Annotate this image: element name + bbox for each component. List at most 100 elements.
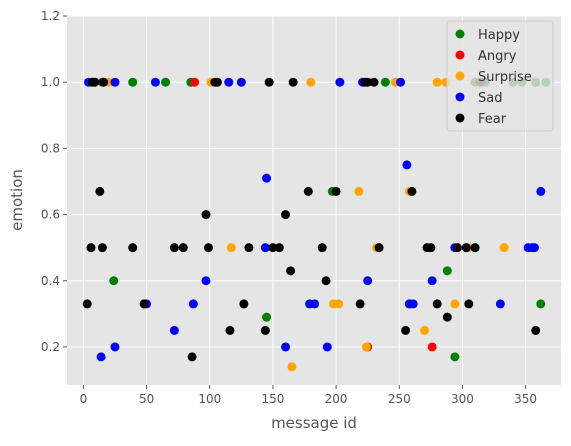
fear-point xyxy=(407,186,417,196)
fear-point xyxy=(264,77,274,87)
fear-point xyxy=(317,243,327,253)
fear-point xyxy=(268,243,278,253)
sad-point xyxy=(224,77,234,87)
surprise-point xyxy=(306,77,316,87)
fear-point xyxy=(204,243,214,253)
sad-point xyxy=(150,77,160,87)
fear-point xyxy=(82,299,92,309)
y-tick-label: 0.8 xyxy=(41,141,60,155)
sad-point xyxy=(169,325,179,335)
happy-point xyxy=(442,266,452,276)
sad-point xyxy=(495,299,505,309)
y-tick-label: 0.4 xyxy=(41,274,60,288)
sad-point xyxy=(322,342,332,352)
sad-point xyxy=(188,299,198,309)
legend-marker-sad xyxy=(455,92,465,102)
x-axis: 0 50 100 150 200 250 300 350 xyxy=(80,385,537,406)
sad-point xyxy=(236,77,246,87)
legend-label-angry: Angry xyxy=(478,49,517,64)
fear-point xyxy=(355,299,365,309)
series-sad xyxy=(83,77,546,362)
happy-point xyxy=(161,77,171,87)
fear-point xyxy=(97,243,107,253)
legend-marker-angry xyxy=(455,50,465,60)
legend-label-sad: Sad xyxy=(478,91,502,106)
surprise-point xyxy=(450,299,460,309)
y-tick-label: 0.2 xyxy=(41,340,60,354)
fear-point xyxy=(95,186,105,196)
y-axis-label: emotion xyxy=(8,169,26,231)
fear-point xyxy=(178,243,188,253)
fear-point xyxy=(239,299,249,309)
happy-point xyxy=(450,352,460,362)
fear-point xyxy=(244,243,254,253)
sad-point xyxy=(110,342,120,352)
legend: Happy Angry Surprise Sad Fear xyxy=(446,20,554,132)
sad-point xyxy=(310,299,320,309)
series-fear xyxy=(82,77,541,362)
x-tick-label: 250 xyxy=(388,392,411,406)
fear-point xyxy=(86,243,96,253)
happy-point xyxy=(128,77,138,87)
legend-marker-fear xyxy=(455,113,465,123)
fear-point xyxy=(187,352,197,362)
y-tick-label: 1.0 xyxy=(41,75,60,89)
fear-point xyxy=(432,299,442,309)
fear-point xyxy=(369,77,379,87)
fear-point xyxy=(426,243,436,253)
x-tick-label: 150 xyxy=(261,392,284,406)
sad-point xyxy=(536,186,546,196)
x-tick-label: 50 xyxy=(139,392,154,406)
fear-point xyxy=(464,299,474,309)
fear-point xyxy=(128,243,138,253)
sad-point xyxy=(408,299,418,309)
fear-point xyxy=(90,77,100,87)
data-points xyxy=(82,77,551,372)
legend-label-fear: Fear xyxy=(478,112,507,127)
fear-point xyxy=(286,266,296,276)
fear-point xyxy=(303,186,313,196)
x-tick-label: 100 xyxy=(198,392,221,406)
surprise-point xyxy=(334,299,344,309)
fear-point xyxy=(212,77,222,87)
surprise-point xyxy=(287,362,297,372)
surprise-point xyxy=(226,243,236,253)
x-tick-label: 0 xyxy=(80,392,88,406)
y-tick-label: 0.6 xyxy=(41,208,60,222)
fear-point xyxy=(470,243,480,253)
legend-label-happy: Happy xyxy=(478,28,520,43)
happy-point xyxy=(380,77,390,87)
fear-point xyxy=(99,77,109,87)
x-tick-label: 200 xyxy=(325,392,348,406)
fear-point xyxy=(461,243,471,253)
x-tick-label: 300 xyxy=(451,392,474,406)
sad-point xyxy=(281,342,291,352)
sad-point xyxy=(402,160,412,170)
fear-point xyxy=(139,299,149,309)
fear-point xyxy=(321,276,331,286)
y-axis: 0.2 0.4 0.6 0.8 1.0 1.2 xyxy=(41,9,67,354)
happy-point xyxy=(109,276,119,286)
fear-point xyxy=(363,77,373,87)
legend-label-surprise: Surprise xyxy=(478,70,532,85)
angry-point xyxy=(427,342,437,352)
surprise-point xyxy=(499,243,509,253)
surprise-point xyxy=(354,186,364,196)
angry-point xyxy=(190,77,200,87)
fear-point xyxy=(225,325,235,335)
surprise-point xyxy=(432,77,442,87)
sad-point xyxy=(427,276,437,286)
fear-point xyxy=(452,243,462,253)
sad-point xyxy=(96,352,106,362)
happy-point xyxy=(262,312,272,322)
fear-point xyxy=(531,325,541,335)
sad-point xyxy=(110,77,120,87)
fear-point xyxy=(281,210,291,220)
sad-point xyxy=(260,243,270,253)
happy-point xyxy=(536,299,546,309)
surprise-point xyxy=(420,325,430,335)
legend-marker-happy xyxy=(455,29,465,39)
fear-point xyxy=(169,243,179,253)
